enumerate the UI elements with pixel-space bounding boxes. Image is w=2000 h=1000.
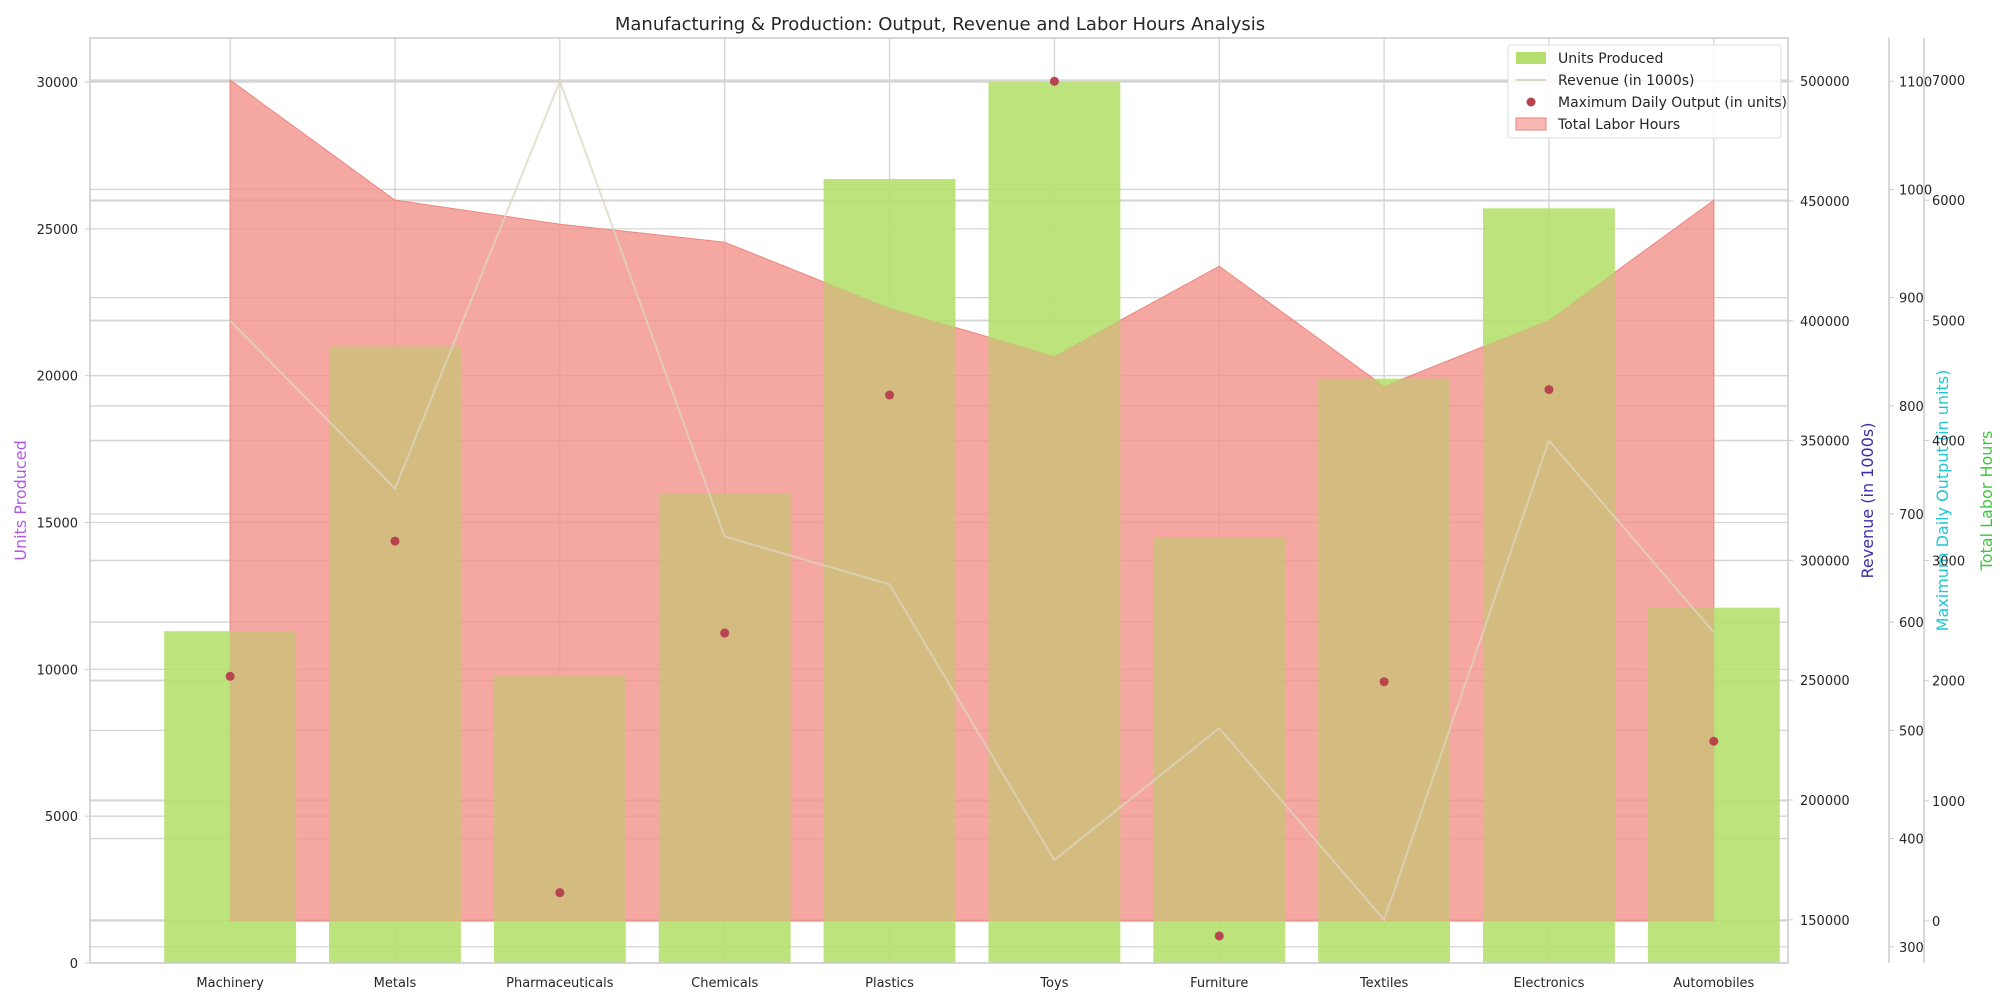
y-tick-label-revenue: 450000	[1800, 195, 1850, 210]
x-tick-label: Metals	[374, 976, 417, 991]
bar-textiles	[1318, 378, 1451, 964]
x-tick-label: Plastics	[865, 976, 914, 991]
y-tick-label-labor: 3000	[1932, 555, 1965, 570]
point-max-output-pharmaceuticals	[555, 888, 565, 898]
y-tick-label-max-output: 900	[1899, 292, 1924, 307]
legend-swatch-max-output	[1526, 97, 1536, 107]
y-tick-label-revenue: 300000	[1800, 554, 1850, 569]
bar-layer	[164, 80, 1780, 964]
x-tick-label: Electronics	[1514, 976, 1585, 991]
bar-toys	[988, 82, 1121, 964]
legend-label: Revenue (in 1000s)	[1558, 73, 1694, 89]
point-max-output-plastics	[885, 390, 895, 400]
point-max-output-machinery	[225, 671, 235, 681]
bar-chemicals	[658, 493, 791, 963]
point-max-output-metals	[390, 536, 400, 546]
bar-automobiles	[1647, 607, 1780, 963]
legend-label: Maximum Daily Output (in units)	[1558, 95, 1787, 111]
x-tick-label: Textiles	[1359, 976, 1409, 991]
y-tick-label-units: 30000	[37, 76, 78, 91]
y-axis-label-revenue: Revenue (in 1000s)	[1858, 423, 1877, 579]
x-tick-label: Automobiles	[1673, 976, 1754, 991]
y-tick-label-units: 0	[70, 957, 78, 972]
y-tick-label-labor: 0	[1932, 915, 1940, 930]
bar-pharmaceuticals	[493, 675, 626, 963]
y-tick-label-revenue: 350000	[1800, 435, 1850, 450]
y-tick-label-labor: 2000	[1932, 675, 1965, 690]
y-tick-label-max-output: 700	[1899, 508, 1924, 523]
scatter-layer	[225, 76, 1719, 941]
bar-metals	[329, 346, 461, 963]
line-layer	[229, 78, 1715, 922]
point-max-output-chemicals	[720, 628, 730, 638]
x-tick-label: Chemicals	[691, 976, 758, 991]
y-tick-label-labor: 7000	[1932, 74, 1965, 89]
x-tick-label: Toys	[1039, 976, 1068, 991]
legend-swatch-labor	[1515, 117, 1547, 131]
point-max-output-furniture	[1214, 931, 1224, 941]
plot-frame	[89, 37, 1789, 964]
y-tick-label-units: 15000	[37, 517, 78, 532]
legend-box	[1507, 44, 1782, 139]
legend-swatch-units	[1516, 52, 1546, 64]
point-max-output-automobiles	[1709, 736, 1719, 746]
y-axis-label-units: Units Produced	[11, 440, 30, 560]
legend-label: Units Produced	[1558, 51, 1663, 67]
axis-layer: Machinery Metals Pharmaceuticals Chemicals P…	[11, 38, 1996, 991]
y-axis-label-labor: Total Labor Hours	[1977, 431, 1996, 572]
y-tick-label-units: 5000	[45, 810, 78, 825]
y-tick-label-max-output: 400	[1899, 833, 1924, 848]
point-max-output-electronics	[1544, 385, 1554, 395]
y-axis-label-max-output: Maximum Daily Output (in units)	[1933, 370, 1952, 632]
y-tick-label-max-output: 600	[1899, 616, 1924, 631]
y-tick-label-units: 25000	[37, 223, 78, 238]
y-tick-label-labor: 1000	[1932, 795, 1965, 810]
frame-layer	[89, 37, 1789, 964]
y-tick-label-max-output: 1100	[1899, 75, 1932, 90]
y-tick-label-labor: 5000	[1932, 314, 1965, 329]
y-tick-label-max-output: 500	[1899, 724, 1924, 739]
bar-electronics	[1483, 208, 1615, 964]
line-revenue	[229, 78, 1715, 922]
y-tick-label-revenue: 200000	[1800, 794, 1850, 809]
point-max-output-textiles	[1379, 677, 1389, 687]
x-tick-label: Furniture	[1190, 976, 1248, 991]
y-tick-label-labor: 4000	[1932, 434, 1965, 449]
y-tick-label-labor: 6000	[1932, 194, 1965, 209]
y-tick-label-revenue: 500000	[1800, 75, 1850, 90]
x-tick-label: Pharmaceuticals	[506, 976, 614, 991]
bar-machinery	[164, 631, 297, 963]
y-tick-label-revenue: 250000	[1800, 674, 1850, 689]
x-tick-label: Machinery	[196, 976, 264, 991]
area-overlay	[230, 80, 1714, 921]
point-max-output-toys	[1049, 76, 1059, 86]
chart-title: Manufacturing & Production: Output, Reve…	[615, 14, 1265, 35]
bar-furniture	[1153, 537, 1286, 963]
y-tick-label-revenue: 400000	[1800, 315, 1850, 330]
y-tick-label-units: 10000	[37, 663, 78, 678]
y-tick-label-units: 20000	[37, 370, 78, 385]
y-tick-label-max-output: 1000	[1899, 183, 1932, 198]
y-tick-label-max-output: 800	[1899, 400, 1924, 415]
legend: Units Produced Revenue (in 1000s) Maximum …	[1507, 44, 1787, 139]
y-tick-label-max-output: 300	[1899, 941, 1924, 956]
legend-label: Total Labor Hours	[1557, 117, 1680, 133]
y-tick-label-revenue: 150000	[1800, 914, 1850, 929]
